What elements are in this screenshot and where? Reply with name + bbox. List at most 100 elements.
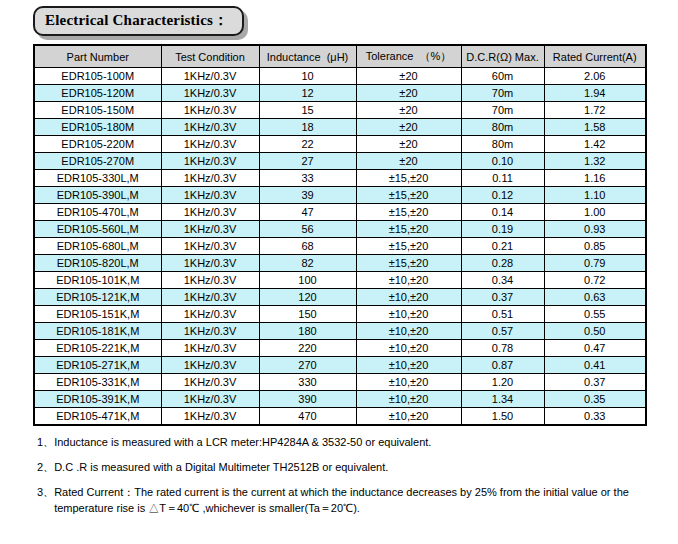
table-cell: 1KHz/0.3V (161, 85, 259, 102)
column-header: Tolerance （%） (356, 45, 461, 68)
table-cell: 0.78 (461, 340, 544, 357)
table-cell: ±15,±20 (356, 204, 461, 221)
table-row: EDR105-680L,M1KHz/0.3V68±15,±200.210.85 (34, 238, 646, 255)
table-row: EDR105-470L,M1KHz/0.3V47±15,±200.141.00 (34, 204, 646, 221)
table-cell: 0.50 (544, 323, 646, 340)
table-cell: 12 (259, 85, 356, 102)
table-row: EDR105-820L,M1KHz/0.3V82±15,±200.280.79 (34, 255, 646, 272)
table-cell: 60m (461, 68, 544, 85)
table-cell: 1KHz/0.3V (161, 153, 259, 170)
table-cell: 33 (259, 170, 356, 187)
table-cell: 0.37 (461, 289, 544, 306)
table-cell: EDR105-820L,M (34, 255, 161, 272)
table-cell: 470 (259, 408, 356, 426)
table-cell: ±20 (356, 153, 461, 170)
table-cell: 18 (259, 119, 356, 136)
table-cell: 1KHz/0.3V (161, 323, 259, 340)
table-cell: 70m (461, 102, 544, 119)
table-cell: 56 (259, 221, 356, 238)
table-cell: EDR105-181K,M (34, 323, 161, 340)
table-cell: EDR105-100M (34, 68, 161, 85)
table-cell: ±10,±20 (356, 289, 461, 306)
table-cell: 1.10 (544, 187, 646, 204)
table-cell: 1.32 (544, 153, 646, 170)
table-cell: ±10,±20 (356, 391, 461, 408)
table-cell: 1.34 (461, 391, 544, 408)
table-cell: ±10,±20 (356, 272, 461, 289)
table-row: EDR105-181K,M1KHz/0.3V180±10,±200.570.50 (34, 323, 646, 340)
table-cell: ±20 (356, 136, 461, 153)
table-cell: 1KHz/0.3V (161, 136, 259, 153)
table-cell: 1KHz/0.3V (161, 204, 259, 221)
table-row: EDR105-391K,M1KHz/0.3V390±10,±201.340.35 (34, 391, 646, 408)
table-header: Part NumberTest ConditionInductance (μH)… (34, 45, 646, 68)
footnote-text: Rated Current：The rated current is the c… (54, 485, 669, 517)
table-cell: 1KHz/0.3V (161, 238, 259, 255)
table-row: EDR105-100M1KHz/0.3V10±2060m2.06 (34, 68, 646, 85)
table-cell: EDR105-331K,M (34, 374, 161, 391)
table-cell: 0.87 (461, 357, 544, 374)
table-cell: EDR105-270M (34, 153, 161, 170)
section-title: Electrical Characteristics： (45, 12, 228, 28)
footnote-text: Inductance is measured with a LCR meter:… (54, 435, 669, 451)
table-cell: ±20 (356, 102, 461, 119)
table-cell: EDR105-390L,M (34, 187, 161, 204)
table-cell: 0.34 (461, 272, 544, 289)
table-cell: 0.37 (544, 374, 646, 391)
table-cell: ±15,±20 (356, 238, 461, 255)
table-row: EDR105-151K,M1KHz/0.3V150±10,±200.510.55 (34, 306, 646, 323)
table-cell: 0.55 (544, 306, 646, 323)
table-cell: ±20 (356, 68, 461, 85)
table-cell: 100 (259, 272, 356, 289)
table-cell: 1KHz/0.3V (161, 306, 259, 323)
table-header-row: Part NumberTest ConditionInductance (μH)… (34, 45, 646, 68)
table-cell: 1KHz/0.3V (161, 68, 259, 85)
table-cell: 1.16 (544, 170, 646, 187)
section-title-box: Electrical Characteristics： (33, 6, 244, 36)
table-cell: 0.79 (544, 255, 646, 272)
table-cell: 1.58 (544, 119, 646, 136)
footnote: 2、D.C .R is measured with a Digital Mult… (37, 460, 669, 476)
footnote: 3、Rated Current：The rated current is the… (37, 485, 669, 517)
table-cell: 150 (259, 306, 356, 323)
table-cell: EDR105-101K,M (34, 272, 161, 289)
table-row: EDR105-331K,M1KHz/0.3V330±10,±201.200.37 (34, 374, 646, 391)
table-cell: 1.94 (544, 85, 646, 102)
table-cell: 1KHz/0.3V (161, 357, 259, 374)
table-cell: 180 (259, 323, 356, 340)
table-cell: ±20 (356, 119, 461, 136)
table-cell: EDR105-221K,M (34, 340, 161, 357)
table-cell: 1.00 (544, 204, 646, 221)
table-cell: EDR105-121K,M (34, 289, 161, 306)
table-cell: 39 (259, 187, 356, 204)
table-cell: 82 (259, 255, 356, 272)
table-cell: 0.63 (544, 289, 646, 306)
table-cell: EDR105-120M (34, 85, 161, 102)
table-cell: ±15,±20 (356, 255, 461, 272)
table-cell: 15 (259, 102, 356, 119)
table-cell: ±10,±20 (356, 408, 461, 426)
table-cell: 80m (461, 119, 544, 136)
table-cell: EDR105-560L,M (34, 221, 161, 238)
footnote-marker: 2、 (37, 460, 54, 476)
table-cell: 1.20 (461, 374, 544, 391)
footnote: 1、Inductance is measured with a LCR mete… (37, 435, 669, 451)
table-row: EDR105-271K,M1KHz/0.3V270±10,±200.870.41 (34, 357, 646, 374)
table-cell: 0.33 (544, 408, 646, 426)
table-cell: 70m (461, 85, 544, 102)
table-cell: 220 (259, 340, 356, 357)
table-cell: 330 (259, 374, 356, 391)
column-header: Test Condition (161, 45, 259, 68)
table-cell: 0.51 (461, 306, 544, 323)
footnote-marker: 3、 (37, 485, 54, 517)
footnote-marker: 1、 (37, 435, 54, 451)
table-row: EDR105-471K,M1KHz/0.3V470±10,±201.500.33 (34, 408, 646, 426)
column-header: Rated Current(A) (544, 45, 646, 68)
table-cell: 1.72 (544, 102, 646, 119)
table-cell: 22 (259, 136, 356, 153)
column-header: Part Number (34, 45, 161, 68)
table-cell: ±10,±20 (356, 357, 461, 374)
table-cell: EDR105-151K,M (34, 306, 161, 323)
table-cell: ±10,±20 (356, 374, 461, 391)
table-cell: 0.19 (461, 221, 544, 238)
